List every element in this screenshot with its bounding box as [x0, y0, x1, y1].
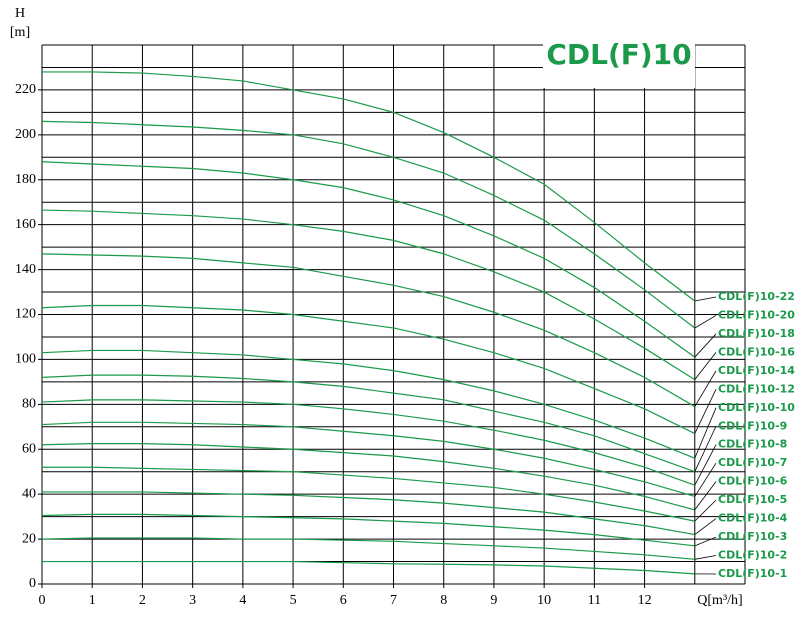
x-tick-label: 10: [537, 593, 551, 608]
legend-label: CDL(F)10-10: [718, 401, 795, 414]
leader-line: [694, 462, 717, 497]
y-tick-label: 120: [15, 307, 36, 322]
curve: [41, 421, 695, 497]
curve: [41, 537, 695, 560]
curve: [41, 374, 695, 473]
x-axis-label: Q[m³/h]: [697, 593, 742, 608]
x-tick-label: 3: [189, 593, 196, 608]
leader-line: [694, 296, 717, 302]
x-tick-label: 5: [290, 593, 297, 608]
leader-line: [694, 352, 717, 380]
x-tick-label: 12: [638, 593, 652, 608]
y-tick-label: 0: [29, 576, 36, 591]
chart-title: CDL(F)10: [546, 38, 691, 71]
curve: [41, 304, 696, 435]
curve: [42, 71, 696, 302]
x-tick-label: 4: [239, 593, 246, 608]
leader-line: [694, 426, 717, 472]
legend-label: CDL(F)10-6: [718, 475, 788, 488]
legend-label: CDL(F)10-8: [718, 438, 787, 451]
legend-label: CDL(F)10-14: [718, 364, 795, 377]
curve: [41, 349, 696, 459]
legend-label: CDL(F)10-1: [718, 567, 787, 580]
x-tick-label: 9: [490, 593, 497, 608]
y-tick-label: 100: [15, 352, 36, 367]
leader-line: [694, 536, 717, 547]
curve: [41, 253, 696, 408]
leader-line: [694, 444, 717, 486]
x-tick-label: 1: [89, 593, 96, 608]
title-box: [543, 24, 695, 88]
y-tick-label: 60: [22, 441, 36, 456]
y-tick-label: 160: [15, 217, 36, 232]
y-tick-label: 220: [15, 82, 36, 97]
y-tick-label: 200: [15, 127, 36, 142]
y-axis-unit: [m]: [10, 25, 30, 40]
x-tick-label: 6: [340, 593, 347, 608]
curve: [42, 491, 695, 536]
legend-label: CDL(F)10-5: [718, 493, 787, 506]
leader-line: [694, 389, 717, 434]
x-tick-label: 11: [588, 593, 601, 608]
leader-line: [694, 518, 717, 535]
x-tick-label: 2: [139, 593, 146, 608]
legend-label: CDL(F)10-7: [718, 456, 787, 469]
leader-line: [694, 499, 717, 522]
legend-label: CDL(F)10-9: [718, 419, 787, 432]
curve: [41, 161, 696, 358]
x-tick-label: 0: [39, 593, 46, 608]
legend-label: CDL(F)10-2: [718, 549, 787, 562]
leader-line: [694, 555, 717, 560]
y-tick-label: 40: [22, 486, 36, 501]
legend-label: CDL(F)10-20: [718, 308, 795, 321]
legend-label: CDL(F)10-3: [718, 530, 787, 543]
leader-line: [694, 370, 717, 407]
y-tick-label: 80: [22, 397, 36, 412]
leader-line: [694, 333, 717, 358]
leader-line: [694, 407, 717, 459]
y-tick-label: 180: [15, 172, 36, 187]
legend-label: CDL(F)10-16: [718, 345, 795, 358]
leader-line: [694, 481, 717, 511]
legend-label: CDL(F)10-22: [718, 290, 795, 303]
curve: [41, 513, 695, 547]
legend-label: CDL(F)10-18: [718, 327, 795, 340]
curve: [41, 443, 695, 511]
curve: [41, 399, 695, 486]
legend-label: CDL(F)10-4: [718, 512, 788, 525]
curve: [41, 120, 696, 329]
y-tick-label: 20: [22, 531, 36, 546]
y-tick-label: 140: [15, 262, 36, 277]
curve: [41, 209, 696, 381]
x-tick-label: 8: [440, 593, 447, 608]
leader-line: [694, 315, 717, 329]
legend-label: CDL(F)10-12: [718, 382, 795, 395]
y-axis-label: H: [15, 6, 25, 21]
x-tick-label: 7: [390, 593, 397, 608]
curve: [42, 466, 695, 522]
curve: [42, 560, 695, 575]
